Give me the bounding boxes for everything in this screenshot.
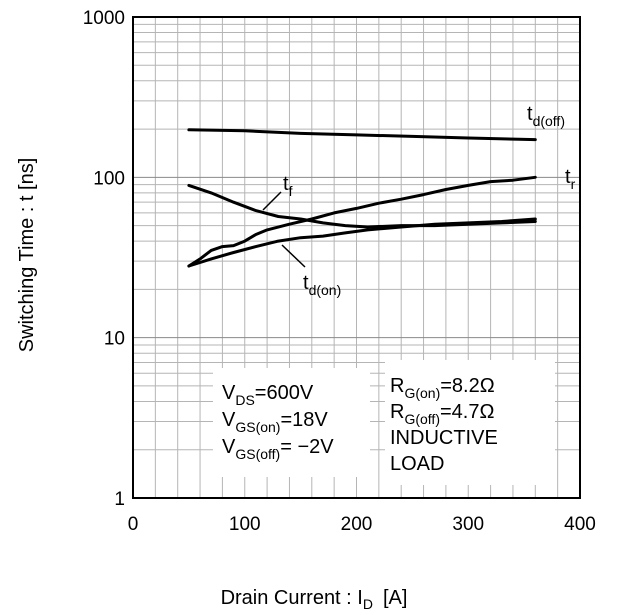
voltage-condition-line: VGS(off)= −2V: [222, 436, 334, 462]
y-tick-label: 10: [104, 329, 125, 350]
series-line-td-off: [187, 128, 537, 142]
tick-labels: 0 100 200 300 400 1 10 100 1000: [83, 8, 596, 535]
plot-frame: [132, 16, 581, 499]
x-tick-label: 400: [564, 514, 596, 535]
voltage-condition-line: VDS=600V: [222, 382, 314, 408]
x-axis-label: Drain Current : ID [A]: [221, 587, 408, 612]
series-line-td-on: [187, 217, 537, 268]
series-line-tr: [187, 175, 537, 268]
label-tr: tr: [565, 166, 576, 192]
y-tick-label: 100: [93, 168, 125, 189]
x-tick-label: 100: [229, 514, 261, 535]
y-tick-label: 1000: [83, 8, 125, 29]
series-labels: td(off) tr tf td(on): [262, 103, 576, 298]
gate-condition-line: INDUCTIVE: [390, 427, 498, 449]
y-tick-label: 1: [114, 489, 125, 510]
x-tick-label: 0: [128, 514, 139, 535]
y-axis-label: Switching Time : t [ns]: [16, 158, 38, 353]
x-tick-label: 300: [452, 514, 484, 535]
gate-condition-line: LOAD: [390, 453, 444, 475]
leader-line-tf: [262, 191, 282, 211]
conditions-box-gate: [385, 360, 555, 485]
label-td-on: td(on): [303, 272, 341, 298]
series-group: [187, 128, 537, 268]
gate-condition-line: RG(on)=8.2Ω: [390, 375, 495, 401]
leader-line-td-on: [281, 244, 306, 268]
label-td-off: td(off): [527, 103, 565, 129]
gate-condition-line: RG(off)=4.7Ω: [390, 401, 494, 427]
conditions-box-voltage: [213, 368, 370, 477]
voltage-condition-line: VGS(on)=18V: [222, 409, 328, 435]
label-tf: tf: [283, 173, 293, 199]
x-tick-label: 200: [341, 514, 373, 535]
